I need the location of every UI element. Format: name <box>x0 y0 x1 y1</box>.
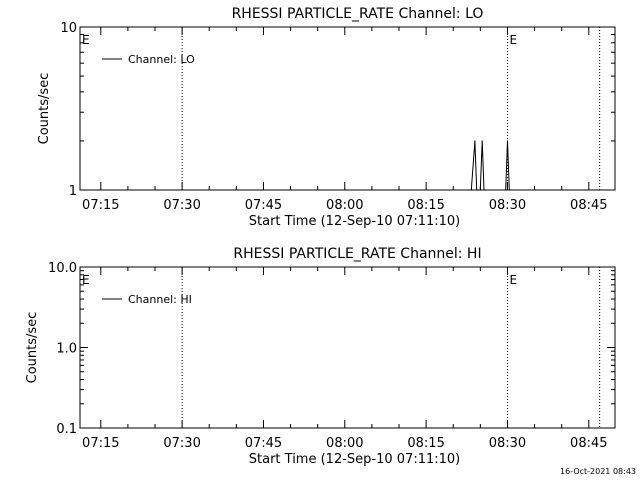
panel1-xtick-label: 08:45 <box>570 198 607 213</box>
panel1-xtick-label: 07:30 <box>163 198 200 213</box>
panel1-xtick-label: 08:15 <box>407 198 444 213</box>
panel1-xtick-label: 07:15 <box>82 198 119 213</box>
panel2-xtick-label: 07:30 <box>163 436 200 451</box>
panel1-ytick-label: 10 <box>60 21 77 36</box>
panel2-axes-frame <box>79 266 616 429</box>
panel2-xtick-label: 08:15 <box>407 436 444 451</box>
panel2-ytick-label: 1.0 <box>56 342 77 357</box>
panel1-xtick-label: 07:45 <box>245 198 282 213</box>
panel1-xtick-label: 08:00 <box>326 198 363 213</box>
panel2-xtick-label: 08:00 <box>326 436 363 451</box>
panel1-data-point <box>506 140 509 142</box>
panel1-xlabel: Start Time (12-Sep-10 07:11:10) <box>249 214 460 229</box>
panel2-title: RHESSI PARTICLE_RATE Channel: HI <box>233 246 481 262</box>
panel2-xlabel: Start Time (12-Sep-10 07:11:10) <box>249 452 460 467</box>
panel1-ytick-label: 1 <box>69 184 77 199</box>
panel1-data-point <box>476 189 478 191</box>
panel1-data-point <box>474 140 476 142</box>
panel2-ylabel: Counts/sec <box>25 312 40 384</box>
panel2-legend-label: Channel: HI <box>128 293 192 306</box>
panel1-data-point <box>508 189 510 191</box>
panel1-data-point <box>483 189 485 191</box>
panel1-marker-label: E <box>509 33 517 47</box>
panel2-ytick-label: 0.1 <box>56 422 77 437</box>
panel2-left-marker-label: E <box>82 273 90 287</box>
panel1-axes-frame <box>79 26 616 191</box>
panel2-xtick-label: 07:15 <box>82 436 119 451</box>
panel2-xtick-label: 08:30 <box>489 436 526 451</box>
panel1-data-point <box>479 189 481 191</box>
panel1-data-point <box>505 189 507 191</box>
panel1-data-point <box>485 189 487 191</box>
panel1-left-marker-label: E <box>82 33 90 47</box>
panel1-data-point <box>481 140 483 142</box>
panel1-series-line <box>470 140 510 191</box>
panel1-xtick-label: 08:30 <box>489 198 526 213</box>
footer-timestamp: 16-Oct-2021 08:43 <box>560 467 636 476</box>
panel1-data-point <box>470 189 472 191</box>
panel2-marker-label: E <box>509 273 517 287</box>
panel2-xtick-label: 08:45 <box>570 436 607 451</box>
panel2-xtick-label: 07:45 <box>245 436 282 451</box>
panel1-title: RHESSI PARTICLE_RATE Channel: LO <box>232 6 484 22</box>
panel1-ylabel: Counts/sec <box>37 73 52 145</box>
panel2-ytick-label: 10.0 <box>48 261 77 276</box>
panel1-legend-label: Channel: LO <box>128 53 195 66</box>
panel1-data-point <box>477 189 480 191</box>
